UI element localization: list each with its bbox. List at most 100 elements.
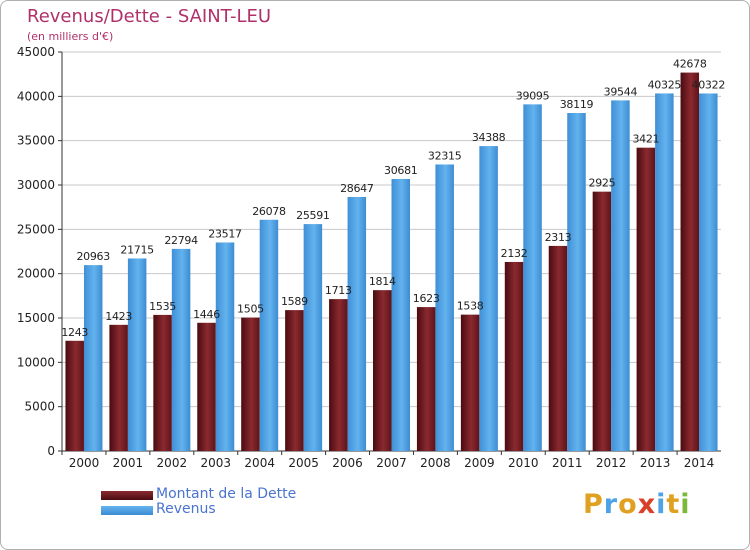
x-tick-label: 2013 (640, 456, 671, 470)
bar-revenus (171, 248, 191, 451)
bar-revenus (523, 104, 542, 451)
y-tick-label: 25000 (17, 222, 55, 236)
data-label-revenus: 22794 (164, 234, 198, 247)
data-label-revenus: 39544 (604, 85, 638, 98)
bar-dette (636, 147, 656, 451)
logo-letter: o (618, 489, 638, 520)
x-tick-label: 2008 (420, 456, 451, 470)
data-label-dette: 1535 (149, 300, 176, 313)
bar-revenus (479, 146, 498, 451)
x-tick-label: 2002 (157, 456, 188, 470)
x-tick-label: 2006 (332, 456, 363, 470)
bar-revenus (435, 164, 454, 451)
data-label-dette: 1538 (457, 300, 484, 313)
bar-dette (592, 191, 612, 451)
bar-revenus (127, 258, 147, 451)
y-tick-label: 20000 (17, 267, 55, 281)
bar-dette (65, 340, 84, 451)
data-label-revenus: 38119 (560, 98, 594, 111)
data-label-revenus: 30681 (384, 164, 418, 177)
data-label-revenus: 21715 (120, 243, 154, 256)
data-label-revenus: 20963 (76, 250, 110, 263)
x-tick-label: 2001 (113, 456, 144, 470)
data-label-dette: 1589 (281, 295, 308, 308)
x-tick-label: 2011 (552, 456, 583, 470)
data-label-revenus: 34388 (472, 131, 506, 144)
data-label-revenus: 23517 (208, 227, 242, 240)
data-label-dette: 2925 (589, 177, 616, 190)
y-tick-label: 10000 (17, 355, 55, 369)
data-label-dette: 1423 (105, 310, 132, 323)
data-label-dette: 1505 (237, 303, 264, 316)
y-tick-label: 5000 (24, 400, 55, 414)
logo-letter: x (637, 489, 657, 520)
bar-dette (197, 322, 216, 451)
x-tick-label: 2012 (596, 456, 627, 470)
y-tick-label: 40000 (17, 89, 55, 103)
x-tick-label: 2005 (288, 456, 319, 470)
logo-letter: P (583, 489, 604, 520)
bar-dette (373, 290, 392, 451)
x-tick-label: 2000 (69, 456, 100, 470)
legend-swatch-dette (101, 491, 153, 500)
bar-revenus (83, 265, 103, 451)
bar-dette (416, 307, 436, 451)
bar-revenus (611, 100, 630, 452)
legend-label-dette: Montant de la Dette (156, 486, 297, 502)
bar-dette (241, 317, 260, 451)
logo-letter: i (656, 489, 667, 520)
x-tick-label: 2014 (684, 456, 715, 470)
bar-dette (680, 72, 700, 451)
data-label-dette: 1713 (325, 284, 352, 297)
data-label-revenus: 40325 (648, 78, 682, 91)
bar-revenus (347, 196, 367, 451)
bars (65, 72, 718, 452)
data-label-dette: 2132 (501, 247, 528, 260)
data-label-revenus: 26078 (252, 205, 286, 218)
data-label-dette: 1446 (193, 308, 220, 321)
bar-dette (285, 310, 304, 451)
logo-letter: i (680, 489, 691, 520)
data-label-revenus: 39095 (516, 89, 550, 102)
legend-label-revenus: Revenus (156, 501, 216, 517)
logo-letter: t (666, 489, 681, 520)
axes: 0 5000 10000 15000 20000 25000 30000 35000 40000… (17, 45, 721, 470)
data-label-dette: 1623 (413, 292, 440, 305)
bar-revenus (655, 93, 674, 452)
data-label-dette: 42678 (673, 58, 707, 71)
bar-dette (460, 314, 480, 451)
bar-revenus (215, 242, 235, 451)
proxiti-logo: Proxiti (583, 489, 691, 520)
bar-dette (109, 324, 128, 451)
data-label-revenus: 40322 (692, 78, 726, 91)
data-label-revenus: 28647 (340, 182, 374, 195)
chart-title: Revenus/Dette - SAINT-LEU (27, 6, 272, 27)
x-tick-label: 2009 (464, 456, 495, 470)
bar-revenus (391, 178, 410, 452)
data-label-dette: 1814 (369, 275, 396, 288)
y-tick-label: 15000 (17, 311, 55, 325)
data-label-revenus: 32315 (428, 149, 462, 162)
x-tick-label: 2004 (244, 456, 275, 470)
y-tick-label: 0 (47, 444, 55, 458)
data-label-dette: 1243 (61, 326, 88, 339)
bar-dette (548, 245, 568, 451)
y-tick-label: 35000 (17, 134, 55, 148)
x-tick-label: 2003 (200, 456, 231, 470)
bar-revenus (259, 219, 279, 451)
y-tick-label: 45000 (17, 45, 55, 59)
chart-subtitle: (en milliers d'€) (27, 30, 114, 43)
bar-revenus (303, 224, 323, 451)
y-tick-label: 30000 (17, 178, 55, 192)
bar-dette (504, 261, 524, 451)
legend-swatch-revenus (101, 506, 153, 515)
x-tick-label: 2007 (376, 456, 407, 470)
data-label-revenus: 25591 (296, 209, 330, 222)
bar-revenus (567, 113, 586, 451)
bar-revenus (699, 93, 718, 451)
bar-dette (153, 314, 172, 451)
data-label-dette: 2313 (545, 231, 572, 244)
x-tick-label: 2010 (508, 456, 539, 470)
